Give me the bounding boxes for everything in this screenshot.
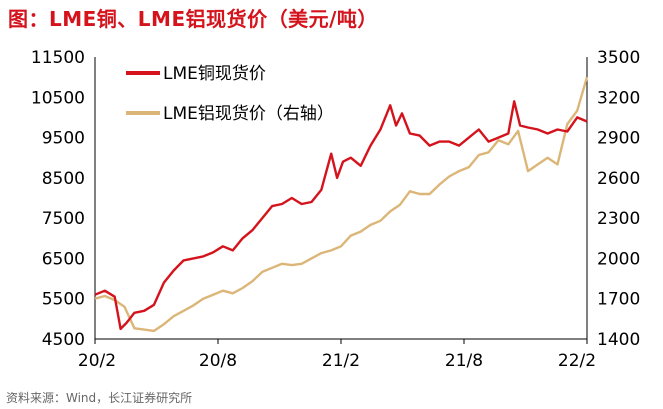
- right-tick-label: 2600: [597, 169, 640, 189]
- legend-label: LME铜现货价: [163, 64, 266, 84]
- right-tick-label: 2000: [597, 249, 640, 269]
- legend[interactable]: LME铜现货价 LME铝现货价（右轴）: [126, 64, 334, 124]
- x-ticks: 20/2 20/8 21/2 21/8 22/2: [78, 339, 596, 371]
- axes: [94, 57, 588, 340]
- left-tick-label: 10500: [31, 88, 85, 108]
- left-tick-label: 9500: [42, 129, 85, 149]
- right-tick-label: 2300: [597, 209, 640, 229]
- right-tick-label: 3200: [597, 88, 640, 108]
- left-tick-label: 11500: [31, 48, 85, 68]
- chart-title: 图：LME铜、LME铝现货价（美元/吨）: [8, 7, 378, 31]
- aluminum-series-line: [94, 76, 589, 333]
- right-tick-label: 2900: [597, 129, 640, 149]
- right-tick-label: 1700: [597, 290, 640, 310]
- left-tick-label: 8500: [42, 169, 85, 189]
- copper-series-line: [94, 100, 588, 331]
- right-tick-label: 3500: [597, 48, 640, 68]
- source-note: 资料来源：Wind，长江证券研究所: [6, 391, 193, 405]
- left-tick-label: 4500: [42, 330, 85, 350]
- legend-item-aluminum[interactable]: LME铝现货价（右轴）: [126, 104, 334, 124]
- legend-item-copper[interactable]: LME铜现货价: [126, 64, 266, 84]
- y-ticks: 11500 10500 9500 8500 7500 6500 5500 4500 3500 32…: [31, 48, 640, 350]
- legend-label: LME铝现货价（右轴）: [163, 104, 334, 124]
- x-tick-label: 22/2: [558, 351, 596, 371]
- x-tick-label: 20/2: [78, 351, 116, 371]
- left-tick-label: 7500: [42, 209, 85, 229]
- x-tick-label: 20/8: [199, 351, 237, 371]
- x-tick-label: 21/2: [322, 351, 360, 371]
- left-tick-label: 6500: [42, 249, 85, 269]
- left-tick-label: 5500: [42, 290, 85, 310]
- x-tick-label: 21/8: [445, 351, 483, 371]
- series-layer: [94, 76, 589, 333]
- right-tick-label: 1400: [597, 330, 640, 350]
